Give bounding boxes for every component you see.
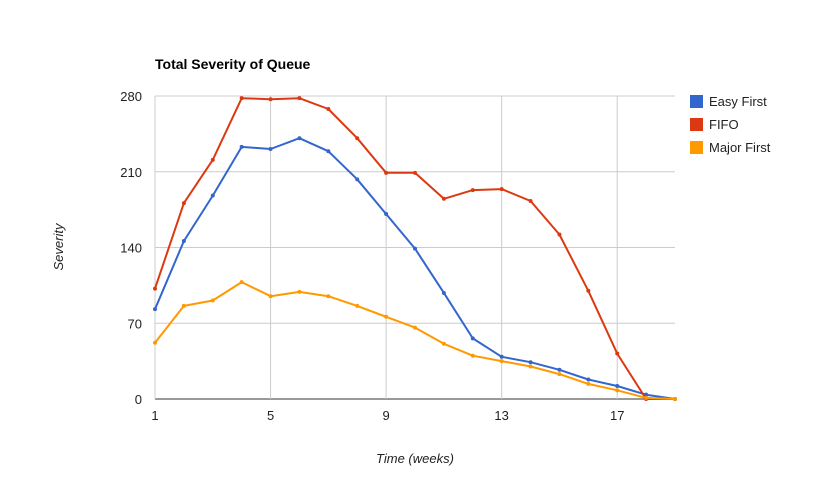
data-point-major-first — [673, 397, 677, 401]
chart-title: Total Severity of Queue — [155, 56, 311, 72]
legend: Easy First FIFO Major First — [690, 94, 771, 155]
data-point-major-first — [441, 341, 446, 346]
data-point-major-first — [268, 294, 273, 299]
data-point-major-first — [181, 303, 186, 308]
data-point-easy-first — [413, 246, 417, 251]
x-tick-label: 13 — [494, 408, 508, 423]
y-tick-label: 0 — [135, 392, 142, 407]
tick-labels: 0 70 140 210 280 1 5 9 13 17 — [120, 89, 624, 423]
x-tick-label: 9 — [382, 408, 389, 423]
series-major-first — [153, 280, 677, 401]
data-point-fifo — [470, 188, 475, 193]
data-point-fifo — [355, 136, 360, 141]
data-point-easy-first — [239, 144, 244, 149]
data-point-major-first — [355, 303, 360, 308]
x-tick-label: 5 — [267, 408, 274, 423]
data-point-easy-first — [153, 307, 157, 312]
data-point-easy-first — [268, 147, 273, 152]
legend-item-major-first: Major First — [690, 140, 771, 155]
data-point-fifo — [413, 170, 417, 175]
x-tick-label: 1 — [151, 408, 158, 423]
legend-swatch — [690, 141, 703, 154]
data-point-major-first — [210, 298, 215, 303]
data-point-easy-first — [557, 367, 562, 372]
data-point-major-first — [528, 364, 533, 369]
data-point-easy-first — [355, 177, 360, 182]
data-point-fifo — [268, 97, 273, 102]
legend-label: Easy First — [709, 94, 767, 109]
data-point-easy-first — [441, 290, 446, 295]
data-point-fifo — [297, 96, 302, 101]
data-point-major-first — [557, 372, 562, 377]
data-point-major-first — [644, 395, 649, 400]
data-point-fifo — [557, 232, 562, 237]
y-tick-label: 280 — [120, 89, 142, 104]
data-point-major-first — [470, 353, 475, 358]
data-point-easy-first — [499, 354, 504, 359]
legend-swatch — [690, 95, 703, 108]
y-tick-label: 70 — [128, 316, 142, 331]
y-tick-label: 140 — [120, 241, 142, 256]
series-line-easy-first — [154, 137, 676, 400]
data-point-major-first — [499, 359, 504, 364]
data-point-fifo — [586, 288, 591, 293]
legend-item-fifo: FIFO — [690, 117, 739, 132]
data-point-fifo — [153, 286, 157, 291]
data-point-fifo — [326, 106, 331, 111]
data-point-easy-first — [615, 384, 620, 389]
data-point-fifo — [615, 351, 620, 356]
y-tick-label: 210 — [120, 165, 142, 180]
data-point-major-first — [239, 280, 244, 285]
data-point-major-first — [384, 314, 389, 319]
data-point-easy-first — [326, 149, 331, 154]
legend-item-easy-first: Easy First — [690, 94, 767, 109]
data-point-fifo — [181, 201, 186, 206]
x-tick-label: 17 — [610, 408, 624, 423]
data-point-fifo — [441, 196, 446, 201]
data-point-fifo — [528, 198, 533, 203]
data-point-major-first — [297, 289, 302, 294]
data-point-major-first — [615, 388, 620, 393]
legend-label: Major First — [709, 140, 771, 155]
data-point-major-first — [153, 340, 157, 345]
legend-swatch — [690, 118, 703, 131]
data-point-easy-first — [297, 136, 302, 141]
data-point-major-first — [326, 294, 331, 299]
data-point-major-first — [413, 325, 417, 330]
legend-label: FIFO — [709, 117, 739, 132]
data-point-fifo — [239, 96, 244, 101]
data-point-easy-first — [470, 336, 475, 341]
data-point-easy-first — [384, 211, 389, 216]
data-point-fifo — [384, 170, 389, 175]
data-point-fifo — [499, 187, 504, 192]
x-axis-label: Time (weeks) — [376, 451, 454, 466]
y-axis-label: Severity — [51, 222, 66, 270]
series-group — [153, 96, 677, 401]
data-point-easy-first — [586, 377, 591, 382]
data-point-major-first — [586, 381, 591, 386]
data-point-easy-first — [181, 239, 186, 244]
data-point-fifo — [210, 157, 215, 162]
data-point-easy-first — [528, 360, 533, 365]
series-easy-first — [153, 136, 677, 401]
data-point-easy-first — [210, 193, 215, 198]
